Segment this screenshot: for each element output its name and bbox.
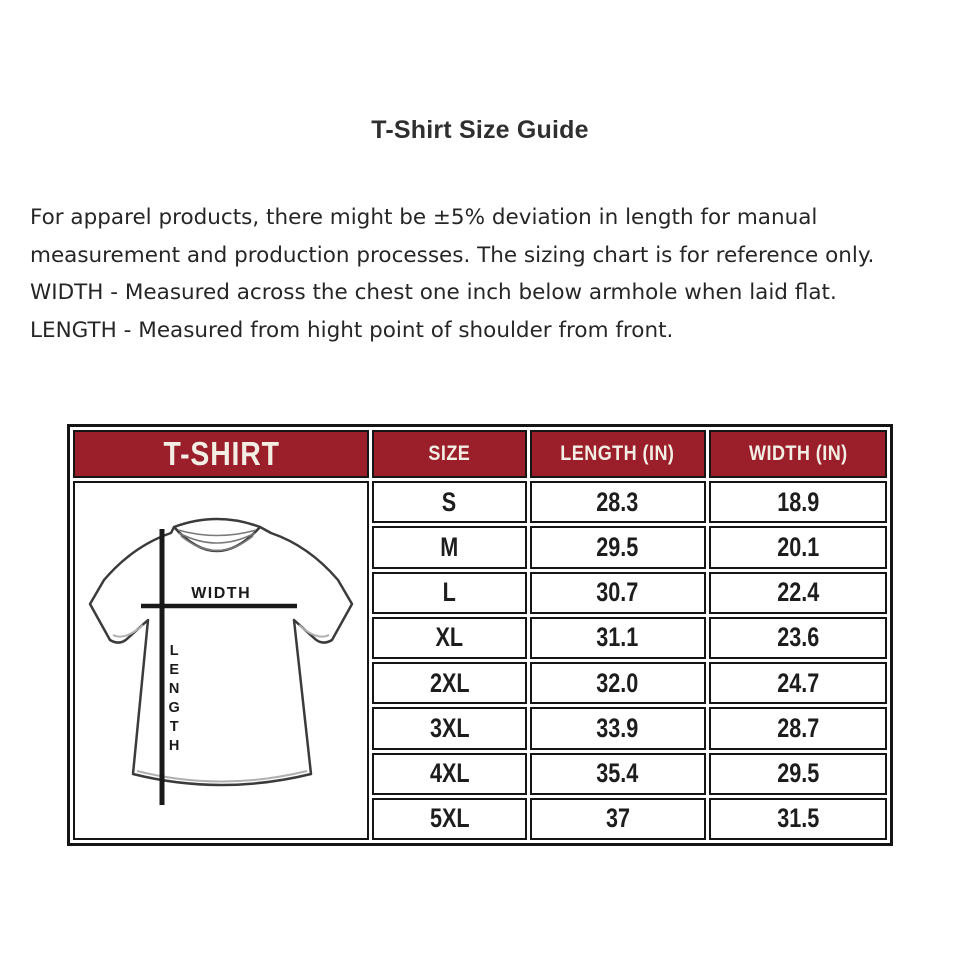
width-cell: 20.1 [708, 526, 887, 569]
width-label: WIDTH [191, 585, 252, 602]
size-cell: 5XL [372, 797, 527, 840]
width-cell: 29.5 [708, 752, 887, 795]
width-cell: 23.6 [708, 616, 887, 659]
size-cell: 3XL [372, 707, 527, 750]
length-cell: 37 [529, 797, 706, 840]
page-title: T-Shirt Size Guide [371, 116, 589, 144]
length-cell: 29.5 [529, 526, 706, 569]
table-header-width: WIDTH (IN) [708, 430, 887, 478]
width-cell: 31.5 [708, 797, 887, 840]
length-cell: 35.4 [529, 752, 706, 795]
table-row: 4XL 35.4 29.5 [73, 752, 887, 795]
tshirt-diagram: WIDTH LENGTH [75, 483, 367, 838]
tshirt-illustration [88, 517, 354, 805]
collar-rib-1 [177, 529, 257, 537]
table-row: 3XL 33.9 28.7 [73, 707, 887, 750]
size-cell: 2XL [372, 662, 527, 705]
length-cell: 30.7 [529, 571, 706, 614]
table-header-product: T-SHIRT [73, 430, 370, 478]
width-cell: 22.4 [708, 571, 887, 614]
size-cell: M [372, 526, 527, 569]
table-row: 2XL 32.0 24.7 [73, 662, 887, 705]
width-cell: 24.7 [708, 662, 887, 705]
table-row: L 30.7 22.4 [73, 571, 887, 614]
table-row: M 29.5 20.1 [73, 526, 887, 569]
length-cell: 28.3 [529, 481, 706, 524]
table-row: WIDTH LENGTH S 28.3 18.9 [73, 481, 887, 840]
table-header-size: SIZE [372, 430, 527, 478]
length-definition: LENGTH - Measured from hight point of sh… [30, 317, 674, 343]
length-cell: 32.0 [529, 662, 706, 705]
table-row: 5XL 37 31.5 [73, 797, 887, 840]
collar-outline [173, 517, 261, 529]
size-cell: XL [372, 616, 527, 659]
table-header-length: LENGTH (IN) [529, 430, 706, 478]
collar-rib-2 [178, 532, 256, 544]
collar-rib-3 [180, 535, 254, 552]
length-cell: 31.1 [529, 616, 706, 659]
size-cell: 4XL [372, 752, 527, 795]
size-table: T-SHIRT SIZE LENGTH (IN) WIDTH (IN) [67, 424, 893, 846]
width-definition: WIDTH - Measured across the chest one in… [30, 280, 837, 305]
length-cell: 33.9 [529, 707, 706, 750]
length-label: LENGTH [166, 642, 183, 757]
intro-text: For apparel products, there might be ±5%… [30, 205, 875, 268]
width-cell: 28.7 [708, 707, 887, 750]
hem-seam [136, 770, 308, 783]
tshirt-outline [88, 525, 354, 787]
table-header-row: T-SHIRT SIZE LENGTH (IN) WIDTH (IN) [73, 430, 887, 478]
left-cuff-seam [112, 624, 144, 638]
width-cell: 18.9 [708, 481, 887, 524]
right-cuff-seam [298, 624, 330, 638]
tshirt-diagram-cell: WIDTH LENGTH [73, 481, 370, 840]
table-row: XL 31.1 23.6 [73, 616, 887, 659]
size-cell: L [372, 571, 527, 614]
size-cell: S [372, 481, 527, 524]
description-block: For apparel products, there might be ±5%… [30, 199, 894, 349]
